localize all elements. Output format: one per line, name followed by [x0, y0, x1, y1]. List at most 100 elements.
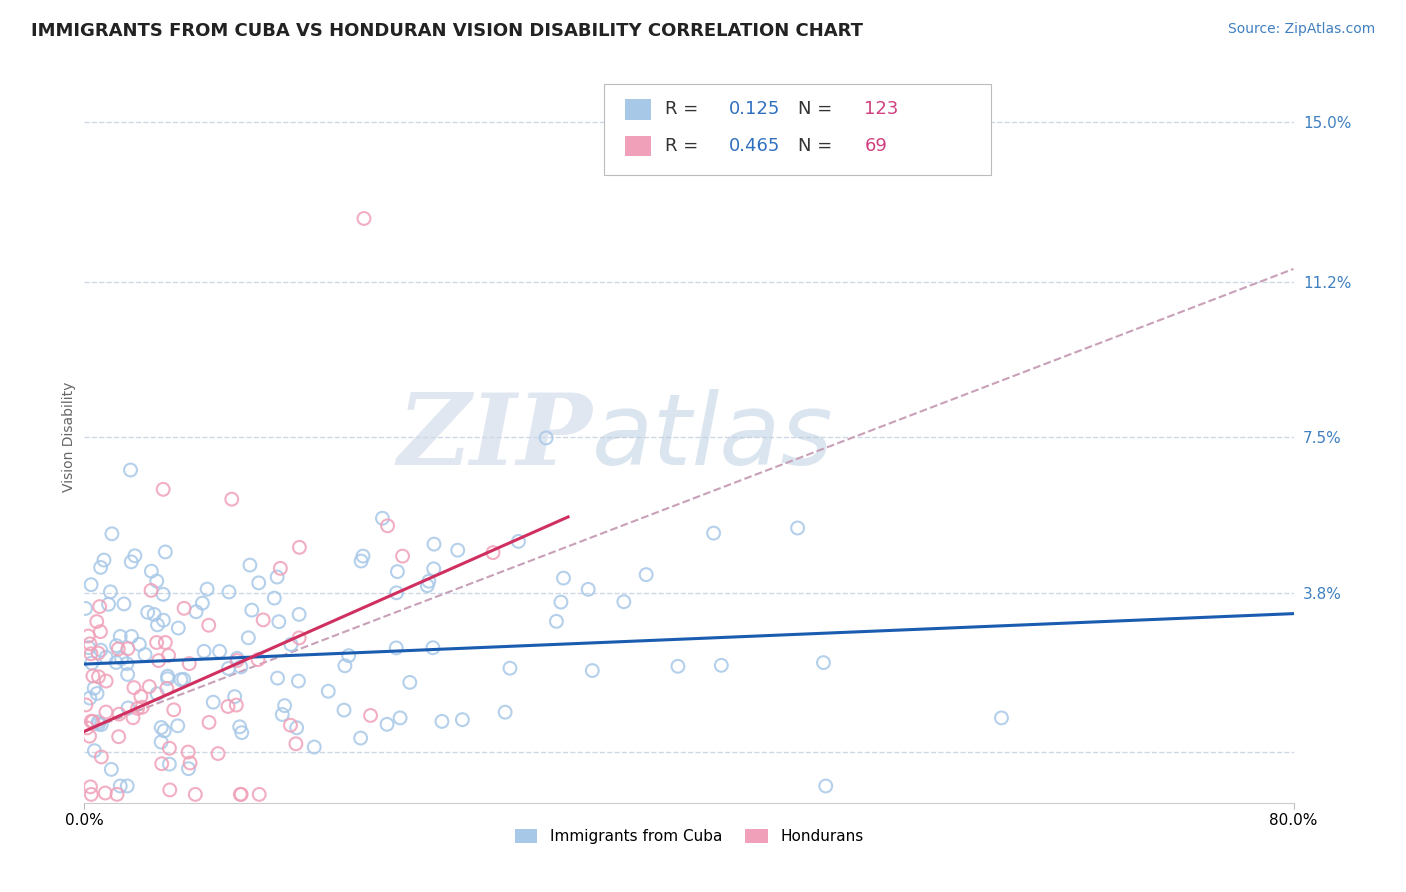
Point — [152, 587, 174, 601]
Point — [170, 673, 193, 687]
Point — [97, 597, 120, 611]
Point — [157, 648, 180, 663]
Point — [546, 615, 568, 629]
Point — [150, 721, 173, 735]
Point — [138, 680, 160, 694]
Point — [375, 717, 398, 731]
Point — [221, 492, 243, 507]
Point — [193, 644, 215, 658]
Point — [155, 545, 177, 559]
Point — [350, 731, 373, 745]
Point — [207, 747, 229, 761]
Point — [155, 635, 177, 649]
Point — [267, 615, 290, 629]
Point — [80, 788, 103, 802]
Point — [385, 640, 408, 655]
Text: 0.465: 0.465 — [728, 137, 780, 155]
Point — [77, 629, 100, 643]
Point — [80, 647, 103, 661]
Point — [146, 687, 169, 701]
Point — [288, 607, 311, 622]
Point — [79, 691, 101, 706]
Point — [157, 757, 180, 772]
Point — [636, 567, 658, 582]
Point — [131, 700, 153, 714]
Point — [360, 708, 382, 723]
Point — [110, 779, 132, 793]
Point — [398, 675, 420, 690]
FancyBboxPatch shape — [624, 99, 651, 120]
Point — [494, 705, 516, 719]
Text: atlas: atlas — [592, 389, 834, 485]
Point — [499, 661, 522, 675]
Point — [508, 534, 530, 549]
Point — [112, 597, 135, 611]
Point — [179, 756, 201, 770]
Point — [284, 737, 307, 751]
Point — [239, 558, 262, 572]
Point — [153, 723, 176, 738]
Point — [79, 780, 101, 794]
Point — [145, 635, 167, 649]
Point — [231, 725, 253, 739]
Point — [110, 651, 132, 665]
Point — [87, 714, 110, 729]
Point — [90, 643, 112, 657]
Text: 69: 69 — [865, 137, 887, 155]
Point — [107, 642, 129, 657]
Point — [352, 549, 374, 563]
Point — [79, 637, 101, 651]
Point — [225, 698, 247, 712]
Point — [75, 601, 97, 615]
Point — [786, 521, 808, 535]
Point — [152, 483, 174, 497]
Point — [121, 629, 143, 643]
Point — [117, 701, 139, 715]
Point — [80, 577, 103, 591]
Point — [534, 431, 557, 445]
Point — [89, 599, 111, 614]
Point — [238, 631, 260, 645]
Point — [337, 648, 360, 663]
Point — [666, 659, 689, 673]
Text: 123: 123 — [865, 101, 898, 119]
Point — [156, 669, 179, 683]
Point — [418, 574, 440, 589]
Point — [217, 661, 239, 675]
Point — [122, 711, 145, 725]
Point — [550, 595, 572, 609]
Point — [990, 711, 1012, 725]
Point — [316, 684, 339, 698]
Point — [80, 656, 103, 670]
Point — [173, 673, 195, 687]
Point — [148, 654, 170, 668]
Point — [139, 583, 162, 598]
Point — [105, 788, 128, 802]
Point — [184, 788, 207, 802]
Point — [145, 574, 167, 588]
Point — [269, 561, 291, 575]
Point — [218, 585, 240, 599]
Point — [167, 621, 190, 635]
Point — [86, 686, 108, 700]
FancyBboxPatch shape — [624, 136, 651, 156]
Text: 0.125: 0.125 — [728, 101, 780, 119]
Point — [117, 641, 139, 656]
Legend: Immigrants from Cuba, Hondurans: Immigrants from Cuba, Hondurans — [509, 822, 869, 850]
Point — [79, 729, 101, 743]
Point — [247, 575, 270, 590]
Text: Source: ZipAtlas.com: Source: ZipAtlas.com — [1227, 22, 1375, 37]
Point — [122, 681, 145, 695]
Point — [117, 667, 139, 681]
Point — [83, 744, 105, 758]
Point — [94, 650, 117, 665]
Point — [156, 681, 179, 696]
Point — [105, 639, 128, 653]
Point — [240, 603, 263, 617]
Point — [226, 651, 249, 665]
Point — [159, 783, 181, 797]
Point — [252, 613, 274, 627]
Point — [120, 555, 142, 569]
Point — [150, 756, 173, 771]
Point — [247, 788, 270, 802]
